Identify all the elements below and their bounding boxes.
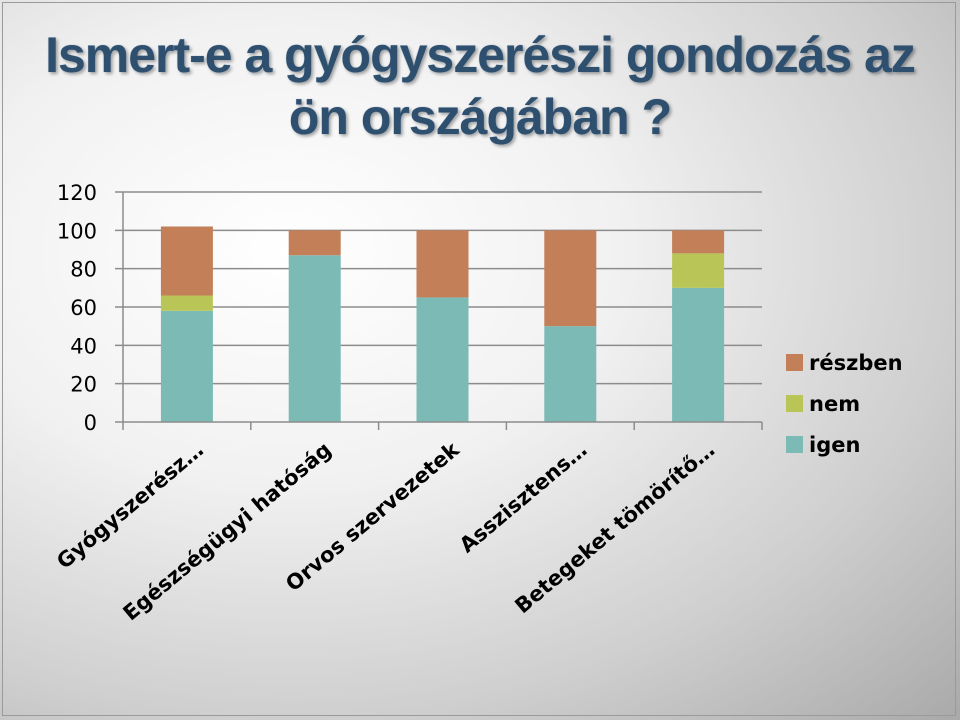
x-category-label: Egészségügyi hatóság [119,437,336,625]
y-tick-label: 20 [70,373,97,397]
legend-label-igen: igen [809,433,860,457]
bar-segment-igen [160,310,213,422]
legend-swatch-igen [786,436,803,453]
bar-segment-részben [672,230,725,254]
bar-segment-igen [288,255,341,422]
y-tick-label: 120 [57,181,97,205]
legend: részben nem igen [786,351,903,457]
bar-segment-nem [160,295,213,311]
legend-label-részben: részben [809,351,903,375]
chart-title-line-1: Ismert-e a gyógyszerészi gondozás az [45,27,916,83]
x-category-label: Betegeket tömörítő… [510,437,719,618]
chart-title: Ismert-e a gyógyszerészi gondozás az ön … [0,24,960,148]
bar-segment-nem [672,253,725,288]
bar-segment-igen [672,287,725,422]
bar-segment-részben [160,226,213,296]
y-tick-label: 100 [57,219,97,243]
axes [115,192,763,430]
chart-title-line-2: ön országában ? [288,89,672,145]
y-tick-label: 40 [70,334,97,358]
y-tick-labels: 0 20 40 60 80 100 120 [57,181,97,435]
legend-swatch-nem [786,395,803,412]
bar-segment-részben [288,230,341,256]
bar-segment-részben [416,230,469,298]
y-tick-label: 80 [70,258,97,282]
y-tick-label: 0 [84,411,97,435]
bar-segment-igen [544,326,597,422]
bar-segment-igen [416,297,469,422]
x-category-label: Asszisztens… [455,437,592,557]
legend-swatch-részben [786,354,803,371]
bars [160,226,725,422]
legend-label-nem: nem [809,392,860,416]
y-tick-label: 60 [70,296,97,320]
bar-segment-részben [544,230,597,327]
